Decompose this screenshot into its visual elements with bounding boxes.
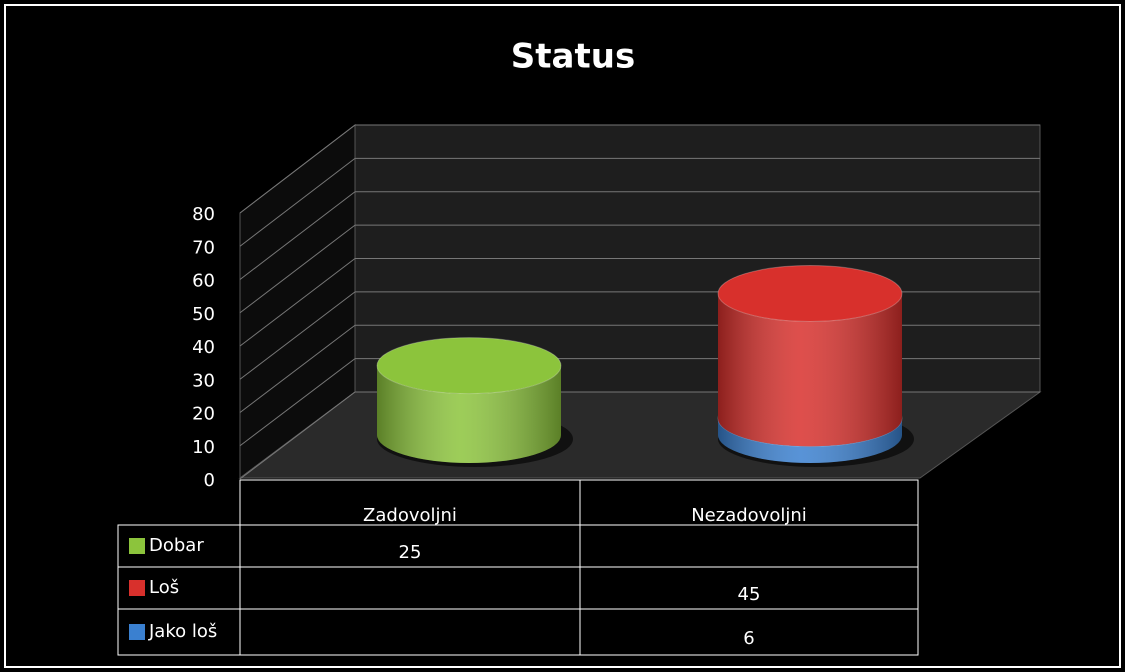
y-tick-label: 80 — [192, 204, 215, 225]
grid-line — [239, 291, 356, 380]
bar-shade — [718, 418, 902, 463]
y-tick-label: 20 — [192, 404, 215, 425]
y-tick-label: 70 — [192, 237, 215, 258]
bar-top — [717, 264, 903, 322]
x-tick-label: Nezadovoljni — [691, 505, 807, 526]
grid-line — [239, 124, 356, 214]
grid-line — [239, 191, 356, 280]
y-tick-label: 50 — [192, 304, 215, 325]
data-label: 25 — [399, 542, 422, 563]
table-border — [117, 524, 241, 656]
grid-line — [239, 391, 356, 480]
y-tick-label: 10 — [192, 437, 215, 458]
grid-line — [239, 358, 356, 447]
data-label: 6 — [743, 628, 754, 649]
data-table — [117, 479, 919, 656]
bar-top — [376, 337, 562, 395]
floor — [238, 391, 1042, 479]
grid-line — [239, 324, 356, 413]
legend-label: Loš — [149, 577, 179, 598]
x-tick-label: Zadovoljni — [363, 505, 457, 526]
y-tick-label: 60 — [192, 271, 215, 292]
legend-label: Dobar — [149, 535, 204, 556]
legend-label: Jako loš — [148, 621, 217, 642]
y-tick-label: 0 — [204, 470, 215, 491]
y-tick-label: 40 — [192, 337, 215, 358]
chart-title: Status — [511, 37, 635, 77]
grid-line — [239, 258, 356, 347]
bar-shade — [377, 365, 561, 463]
grid-line — [239, 224, 356, 314]
y-tick-label: 30 — [192, 370, 215, 391]
bar-shade — [718, 293, 902, 447]
legend-swatch — [129, 624, 145, 640]
legend-swatch — [129, 538, 145, 554]
data-label: 45 — [738, 584, 761, 605]
legend-swatch — [129, 580, 145, 596]
grid-line — [239, 157, 356, 247]
